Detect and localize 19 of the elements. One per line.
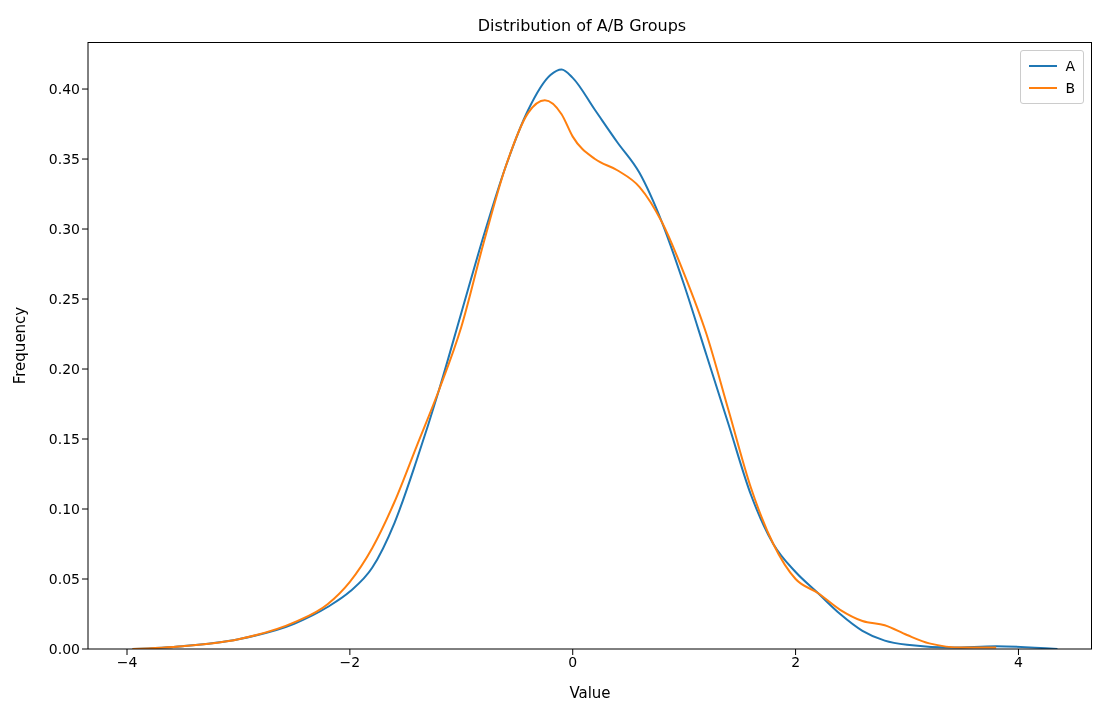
x-axis-title: Value	[569, 684, 611, 702]
y-tick-label: 0.00	[48, 640, 80, 657]
y-tick-label: 0.20	[48, 360, 80, 377]
legend-label: A	[1065, 57, 1075, 76]
y-axis-title: Frequency	[11, 306, 30, 385]
y-tick-label: 0.30	[48, 221, 80, 237]
chart-title: Distribution of A/B Groups	[476, 16, 688, 35]
y-tick-label: 0.05	[48, 570, 80, 587]
y-tick-label: 0.35	[48, 151, 80, 167]
x-tick-label: −4	[116, 653, 138, 670]
y-tick-label: 0.40	[48, 81, 80, 98]
x-tick-label: −2	[339, 653, 361, 670]
y-tick-label: 0.15	[48, 430, 80, 447]
x-tick-label: 4	[1013, 653, 1023, 670]
y-tick-label: 0.25	[48, 290, 80, 307]
legend-label: B	[1065, 79, 1075, 98]
x-tick-label: 2	[791, 653, 801, 670]
y-tick-label: 0.10	[48, 500, 80, 517]
x-tick-label: 0	[568, 653, 578, 670]
